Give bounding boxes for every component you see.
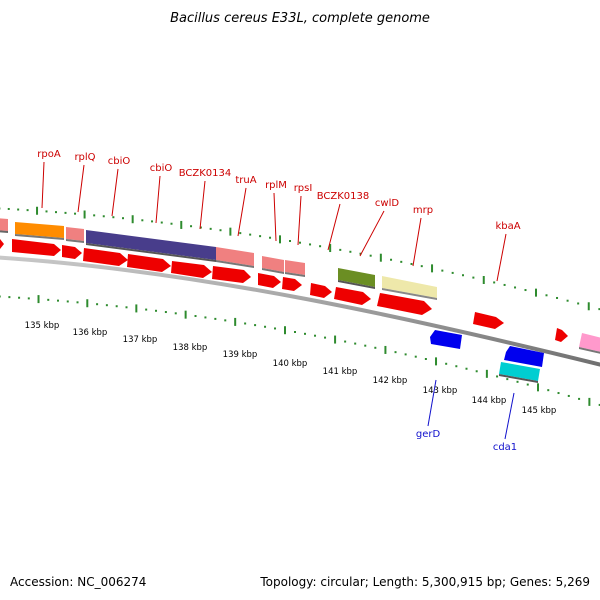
gene-label: cda1 [493, 442, 517, 453]
scale-label: 144 kbp [472, 396, 507, 406]
gene-label: cbiO [150, 163, 173, 174]
gene-label: cbiO [108, 156, 131, 167]
map-title: Bacillus cereus E33L, complete genome [170, 11, 430, 26]
gene-label: kbaA [495, 221, 520, 232]
gene-label: rpoA [37, 149, 61, 160]
cds-arrow-6 [171, 261, 212, 278]
accession-text: Accession: NC_006274 [10, 575, 146, 589]
gene-label: gerD [416, 429, 441, 440]
gene-label: BCZK0134 [179, 168, 232, 179]
gene-label: BCZK0138 [317, 191, 370, 202]
label-connector [111, 168, 119, 217]
feature-block-pink-5 [285, 260, 305, 277]
scale-label: 136 kbp [73, 328, 108, 338]
scale-label: 145 kbp [522, 406, 557, 416]
inner-tick-ring [0, 295, 600, 406]
feature-block-pink-3 [216, 247, 254, 268]
scale-label: 141 kbp [323, 367, 358, 377]
cds-arrow-3 [62, 245, 82, 259]
label-connector [273, 192, 277, 242]
label-connector [41, 161, 45, 209]
scale-label: 137 kbp [123, 335, 158, 345]
cds-arrow-13 [473, 312, 504, 329]
reverse-gene-labels: gerD cda1 [416, 429, 517, 453]
label-connector [155, 175, 161, 224]
gene-label: cwlD [375, 198, 399, 209]
gene-label: rplM [265, 180, 287, 191]
feature-block-pink-2 [66, 227, 84, 243]
label-connector [77, 164, 85, 213]
gene-label: mrp [413, 205, 433, 216]
cds-arrow-5 [127, 254, 171, 272]
label-connector [504, 392, 515, 440]
label-connector [237, 187, 247, 237]
genome-backbone [0, 255, 600, 367]
label-connector [297, 195, 302, 246]
cds-arrow-9 [282, 277, 302, 291]
cds-arrow-2 [12, 239, 61, 256]
summary-text: Topology: circular; Length: 5,300,915 bp… [259, 575, 590, 589]
label-connector [327, 203, 341, 251]
cds-arrow-7 [212, 266, 251, 283]
label-connector [412, 217, 422, 267]
scale-label: 140 kbp [273, 359, 308, 369]
cds-arrow-1 [0, 239, 4, 249]
scale-label: 142 kbp [373, 376, 408, 386]
gene-label: rpsI [294, 183, 313, 194]
cds-arrow-track [0, 239, 568, 342]
feature-block-navy [86, 230, 216, 262]
label-connector [359, 210, 385, 257]
cds-arrow-11 [334, 287, 371, 305]
label-connector [427, 379, 437, 427]
cds-arrow-8 [258, 273, 281, 288]
feature-block-khaki [382, 276, 437, 300]
scale-label: 139 kbp [223, 350, 258, 360]
gene-label: rplQ [74, 152, 95, 163]
label-connector [496, 233, 507, 282]
kbp-scale-labels: 135 kbp 136 kbp 137 kbp 138 kbp 139 kbp 140 k… [25, 321, 557, 416]
feature-block-pink-4 [262, 256, 284, 274]
feature-block-olive [338, 268, 375, 289]
cds-arrow-14 [555, 328, 568, 342]
cog-feature-track [0, 218, 600, 383]
gene-label-lines [41, 161, 515, 440]
cds-arrow-10 [310, 283, 332, 298]
label-connector [199, 180, 206, 230]
scale-label: 135 kbp [25, 321, 60, 331]
feature-block-blue-1 [430, 330, 462, 349]
cds-arrow-4 [83, 248, 128, 266]
gene-label: truA [235, 175, 256, 186]
scale-label: 143 kbp [423, 386, 458, 396]
feature-block-blue-2 [504, 346, 544, 367]
scale-label: 138 kbp [173, 343, 208, 353]
cds-arrow-12 [377, 293, 432, 315]
feature-block-cyan [499, 362, 540, 383]
feature-block-light-pink [579, 333, 600, 354]
feature-block-pink-1 [0, 218, 8, 233]
feature-block-orange [15, 222, 64, 240]
